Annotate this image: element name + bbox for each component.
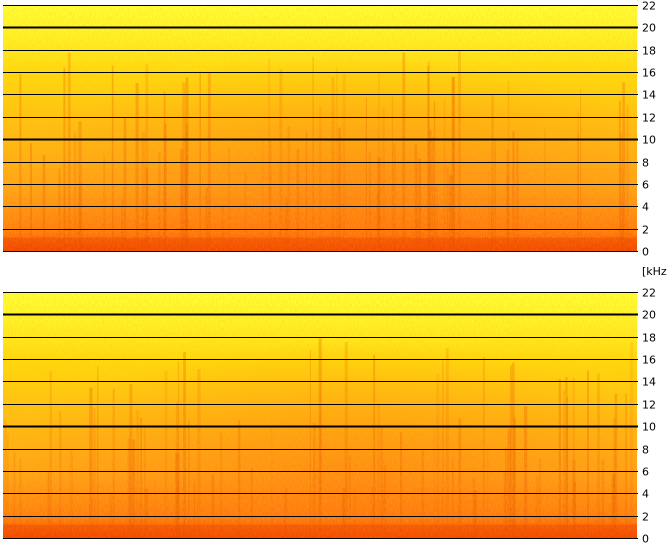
low-frequency-band	[3, 237, 637, 251]
y-tick-label-18: 18	[642, 45, 656, 58]
y-tick-label-6: 6	[642, 179, 649, 192]
y-tick-label-22: 22	[642, 0, 656, 13]
y-tick-label-8: 8	[642, 157, 649, 170]
y-tick-label-14: 14	[642, 376, 656, 389]
spectrogram-noise-texture	[3, 5, 637, 251]
y-tick-label-6: 6	[642, 466, 649, 479]
frequency-unit-label: [kHz]	[642, 265, 667, 278]
y-tick-label-12: 12	[642, 399, 656, 412]
low-frequency-band	[3, 524, 637, 538]
y-tick-label-16: 16	[642, 354, 656, 367]
y-tick-label-12: 12	[642, 112, 656, 125]
y-tick-label-14: 14	[642, 89, 656, 102]
y-tick-label-20: 20	[642, 309, 656, 322]
y-tick-label-20: 20	[642, 22, 656, 35]
y-tick-label-2: 2	[642, 224, 649, 237]
spectrogram-panel-top: 0 2 4 6 8 10 12 14 16 18 20 22	[3, 0, 656, 259]
spectrogram-noise-texture	[3, 292, 637, 538]
y-tick-label-0: 0	[642, 246, 649, 259]
y-tick-label-16: 16	[642, 67, 656, 80]
y-tick-label-8: 8	[642, 444, 649, 457]
spectrogram-panel-bottom: 0 2 4 6 8 10 12 14 16 18 20 22	[3, 287, 656, 546]
y-tick-label-0: 0	[642, 533, 649, 546]
y-tick-label-22: 22	[642, 287, 656, 300]
y-tick-label-4: 4	[642, 201, 649, 214]
y-tick-label-18: 18	[642, 332, 656, 345]
y-tick-label-4: 4	[642, 488, 649, 501]
y-tick-label-2: 2	[642, 511, 649, 524]
y-tick-label-10: 10	[642, 134, 656, 147]
y-tick-label-10: 10	[642, 421, 656, 434]
